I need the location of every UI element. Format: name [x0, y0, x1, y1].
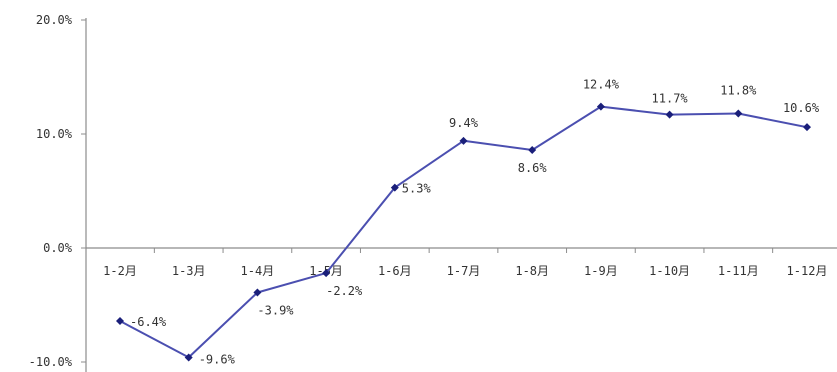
data-label: 12.4%: [583, 78, 620, 92]
x-category-label: 1-12月: [787, 264, 828, 278]
y-tick-label: 0.0%: [43, 241, 73, 255]
data-point-marker: [184, 353, 193, 362]
data-label: -6.4%: [130, 315, 167, 329]
x-category-label: 1-7月: [447, 264, 481, 278]
data-point-marker: [253, 288, 262, 297]
data-point-marker: [734, 109, 743, 118]
data-point-marker: [116, 316, 124, 325]
x-category-label: 1-4月: [241, 264, 275, 278]
x-category-label: 1-8月: [515, 264, 549, 278]
data-point-marker: [665, 110, 674, 119]
data-label: 8.6%: [518, 161, 548, 175]
axes-layer: 20.0%10.0%0.0%-10.0%1-2月1-3月1-4月1-5月1-6月…: [29, 13, 837, 372]
data-label: -9.6%: [199, 352, 236, 366]
y-tick-label: 20.0%: [36, 13, 73, 27]
data-point-marker: [322, 269, 331, 278]
y-tick-label: 10.0%: [36, 127, 73, 141]
x-category-label: 1-6月: [378, 264, 412, 278]
data-label: 10.6%: [783, 101, 820, 115]
data-label: 5.3%: [402, 182, 432, 196]
data-point-marker: [596, 102, 605, 111]
x-category-label: 1-3月: [172, 264, 206, 278]
x-category-label: 1-11月: [718, 264, 759, 278]
data-label: 9.4%: [449, 116, 479, 130]
data-label: 11.8%: [720, 83, 757, 97]
y-tick-label: -10.0%: [29, 355, 73, 369]
data-label: 11.7%: [652, 92, 689, 106]
data-point-marker: [803, 123, 811, 132]
data-label: -3.9%: [257, 303, 294, 317]
x-category-label: 1-10月: [649, 264, 690, 278]
labels-layer: -6.4% -9.6% -3.9% -2.2% 5.3% 9.4% 8.6% 12.4% 11.…: [130, 78, 820, 367]
data-point-marker: [528, 145, 537, 154]
x-category-label: 1-2月: [103, 264, 137, 278]
x-category-label: 1-9月: [584, 264, 618, 278]
series-layer: [116, 102, 811, 362]
data-point-marker: [459, 136, 468, 145]
data-label: -2.2%: [326, 284, 363, 298]
data-point-marker: [390, 183, 399, 192]
